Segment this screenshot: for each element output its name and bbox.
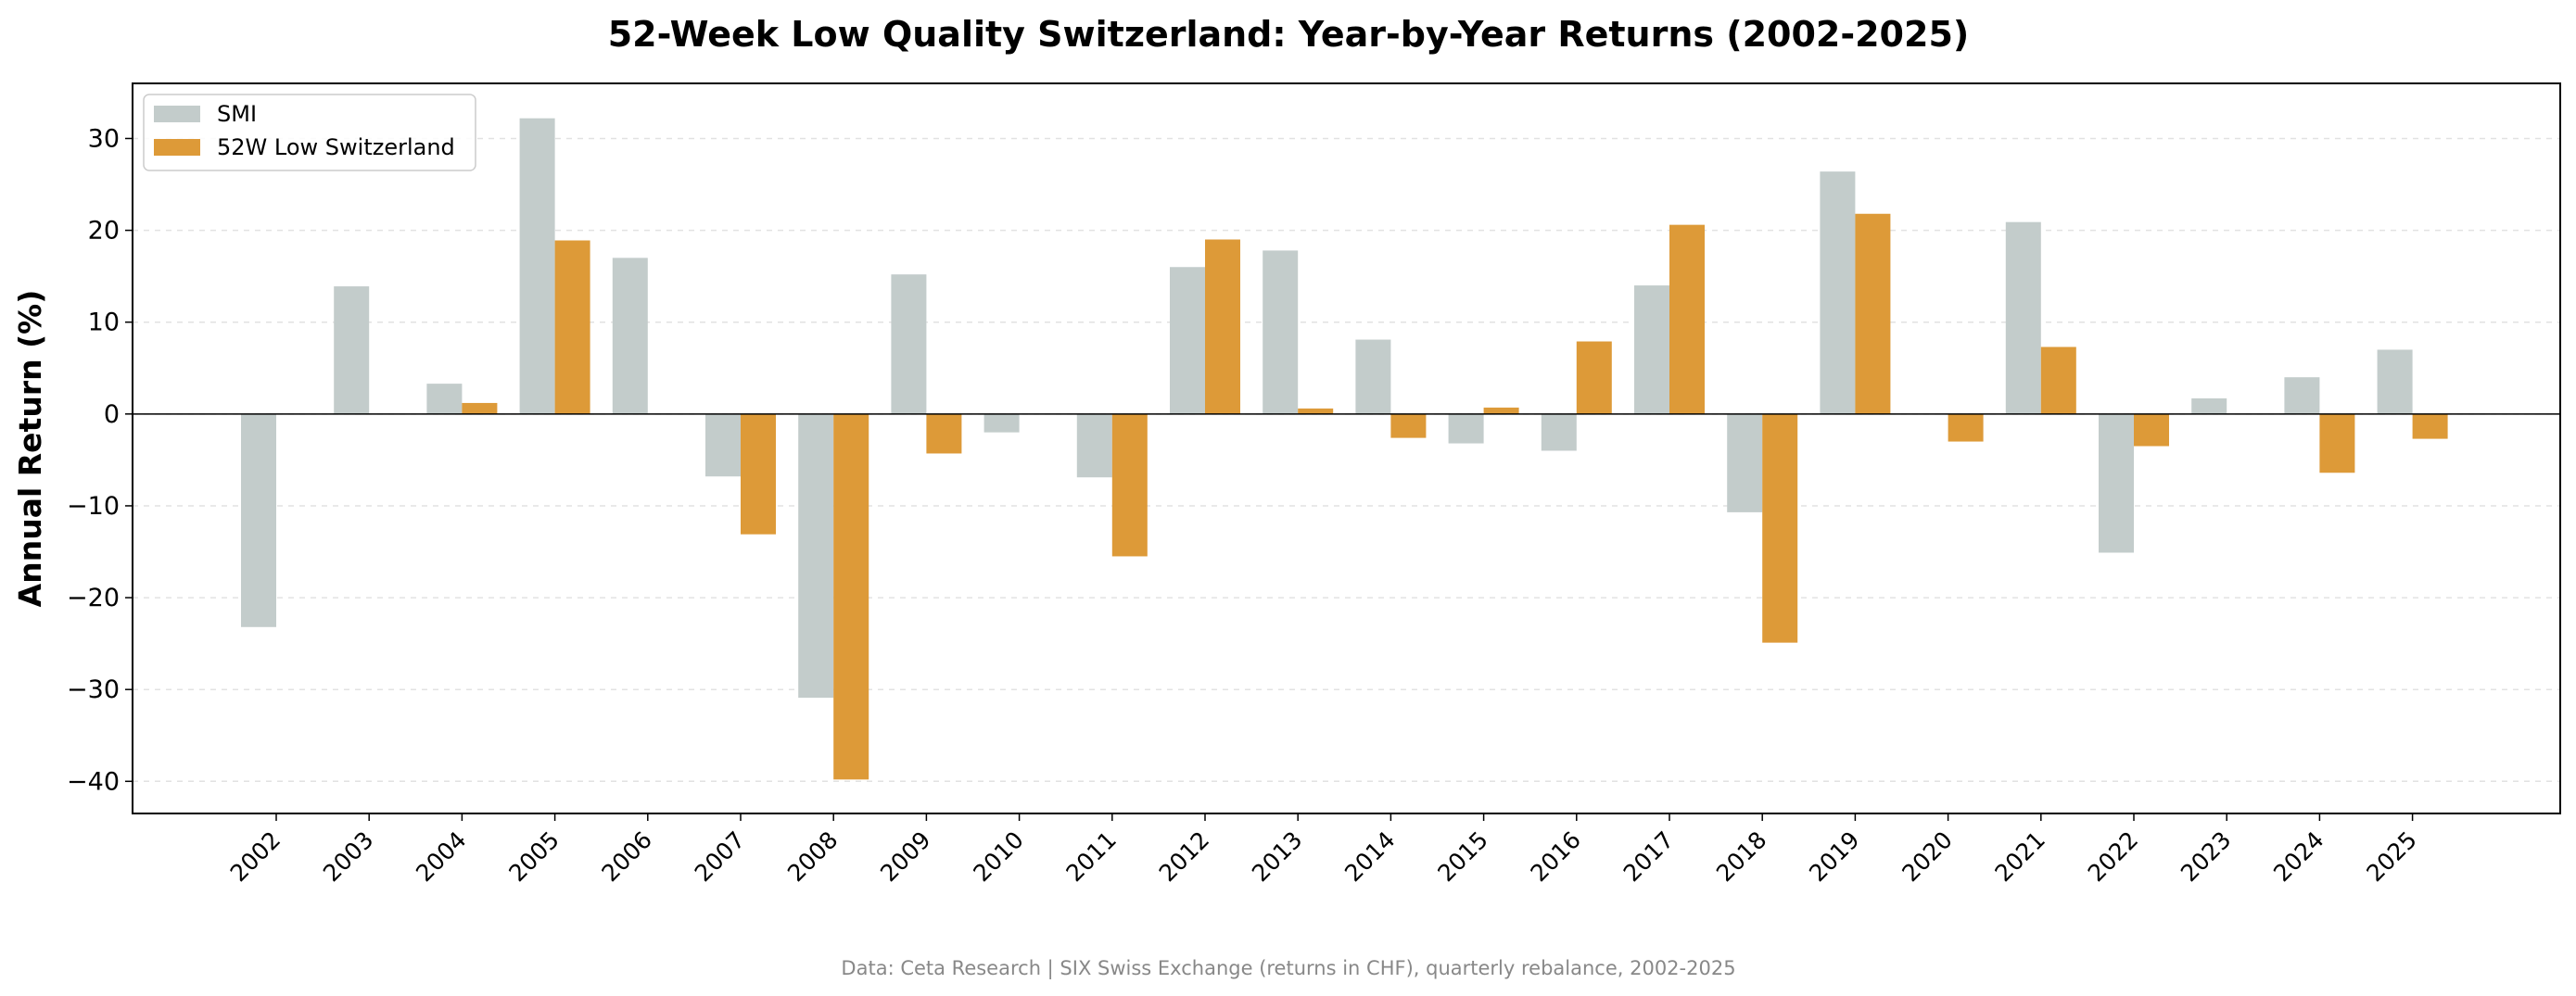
x-tick-label: 2003 — [318, 826, 378, 887]
x-tick-label: 2022 — [2083, 826, 2143, 887]
bar-smi-2006 — [612, 258, 648, 414]
x-tick-label: 2004 — [411, 826, 471, 887]
x-tick-label: 2025 — [2361, 826, 2421, 887]
x-tick-label: 2005 — [503, 826, 564, 887]
bar-52w-low-2009 — [926, 413, 962, 454]
bar-52w-low-2015 — [1483, 407, 1519, 414]
x-tick-label: 2017 — [1618, 826, 1679, 887]
bars — [241, 118, 2448, 780]
bar-52w-low-2004 — [462, 402, 498, 414]
bar-52w-low-2013 — [1298, 408, 1334, 414]
x-tick-label: 2013 — [1247, 826, 1307, 887]
x-axis: 2002 2003 2004 2005 2006 2007 2008 2009 2010 2011… — [225, 813, 2422, 887]
y-tick-label: 0 — [104, 400, 120, 429]
legend-label: 52W Low Switzerland — [217, 134, 455, 160]
bar-smi-2025 — [2377, 349, 2413, 414]
y-axis-label: Annual Return (%) — [12, 290, 48, 608]
bar-52w-low-2016 — [1576, 341, 1612, 414]
bar-52w-low-2018 — [1762, 413, 1798, 643]
y-tick-label: 20 — [88, 217, 120, 246]
bar-smi-2014 — [1355, 339, 1391, 414]
bar-smi-2023 — [2191, 397, 2227, 414]
x-tick-label: 2012 — [1154, 826, 1214, 887]
bar-smi-2004 — [426, 384, 463, 414]
y-tick-label: −20 — [67, 584, 120, 612]
legend: SMI 52W Low Switzerland — [143, 94, 476, 171]
bar-smi-2012 — [1170, 267, 1205, 414]
bar-smi-2024 — [2284, 377, 2320, 414]
x-tick-label: 2024 — [2268, 826, 2329, 887]
x-tick-label: 2015 — [1432, 826, 1492, 887]
legend-swatch — [154, 139, 200, 156]
legend-box — [143, 94, 476, 171]
bar-52w-low-2008 — [833, 413, 869, 780]
source-note: Data: Ceta Research | SIX Swiss Exchange… — [841, 957, 1735, 980]
bar-smi-2018 — [1727, 413, 1763, 512]
bar-smi-2010 — [983, 413, 1020, 433]
bar-52w-low-2022 — [2134, 413, 2169, 447]
x-tick-label: 2009 — [875, 826, 935, 887]
x-tick-label: 2014 — [1339, 826, 1400, 887]
x-tick-label: 2023 — [2176, 826, 2236, 887]
bar-smi-2011 — [1076, 413, 1112, 478]
y-axis: 30 20 10 0 −10 −20 −30 −40 — [67, 124, 133, 796]
x-tick-label: 2011 — [1061, 826, 1122, 887]
bar-52w-low-2021 — [2040, 347, 2076, 414]
x-tick-label: 2007 — [690, 826, 750, 887]
bar-smi-2007 — [705, 413, 741, 477]
y-tick-label: 30 — [88, 124, 120, 153]
bar-smi-2021 — [2005, 221, 2041, 414]
bar-52w-low-2011 — [1111, 413, 1148, 557]
bar-52w-low-2019 — [1855, 213, 1891, 414]
bar-52w-low-2007 — [741, 413, 776, 535]
bar-52w-low-2005 — [554, 240, 590, 414]
legend-swatch — [154, 106, 200, 122]
x-tick-label: 2010 — [968, 826, 1028, 887]
bar-smi-2005 — [519, 118, 555, 414]
y-tick-label: −10 — [67, 492, 120, 521]
bar-52w-low-2024 — [2319, 413, 2355, 473]
bar-smi-2017 — [1634, 285, 1669, 414]
x-tick-label: 2016 — [1526, 826, 1586, 887]
bar-52w-low-2012 — [1205, 239, 1240, 414]
bar-smi-2009 — [891, 274, 927, 414]
bar-52w-low-2025 — [2412, 413, 2448, 439]
bar-52w-low-2014 — [1390, 413, 1427, 438]
bar-smi-2016 — [1541, 413, 1577, 451]
x-tick-label: 2008 — [782, 826, 843, 887]
bar-52w-low-2020 — [1948, 413, 1984, 442]
bar-smi-2002 — [241, 413, 276, 627]
bar-52w-low-2017 — [1669, 224, 1705, 414]
x-tick-label: 2020 — [1897, 826, 1957, 887]
bar-smi-2019 — [1820, 171, 1856, 414]
x-tick-label: 2002 — [225, 826, 286, 887]
x-tick-label: 2018 — [1711, 826, 1771, 887]
chart-title: 52-Week Low Quality Switzerland: Year-by… — [608, 14, 1970, 55]
bar-smi-2008 — [798, 413, 834, 699]
y-tick-label: −40 — [67, 767, 120, 796]
bar-smi-2003 — [334, 286, 370, 414]
bar-smi-2015 — [1448, 413, 1484, 444]
grid — [133, 137, 2560, 783]
y-tick-label: −30 — [67, 675, 120, 704]
bar-smi-2013 — [1263, 250, 1299, 414]
y-tick-label: 10 — [88, 309, 120, 337]
plot-frame — [132, 82, 2561, 814]
bar-smi-2022 — [2099, 413, 2134, 553]
x-tick-label: 2006 — [597, 826, 657, 887]
x-tick-label: 2019 — [1804, 826, 1864, 887]
x-tick-label: 2021 — [1990, 826, 2050, 887]
legend-label: SMI — [217, 101, 257, 127]
